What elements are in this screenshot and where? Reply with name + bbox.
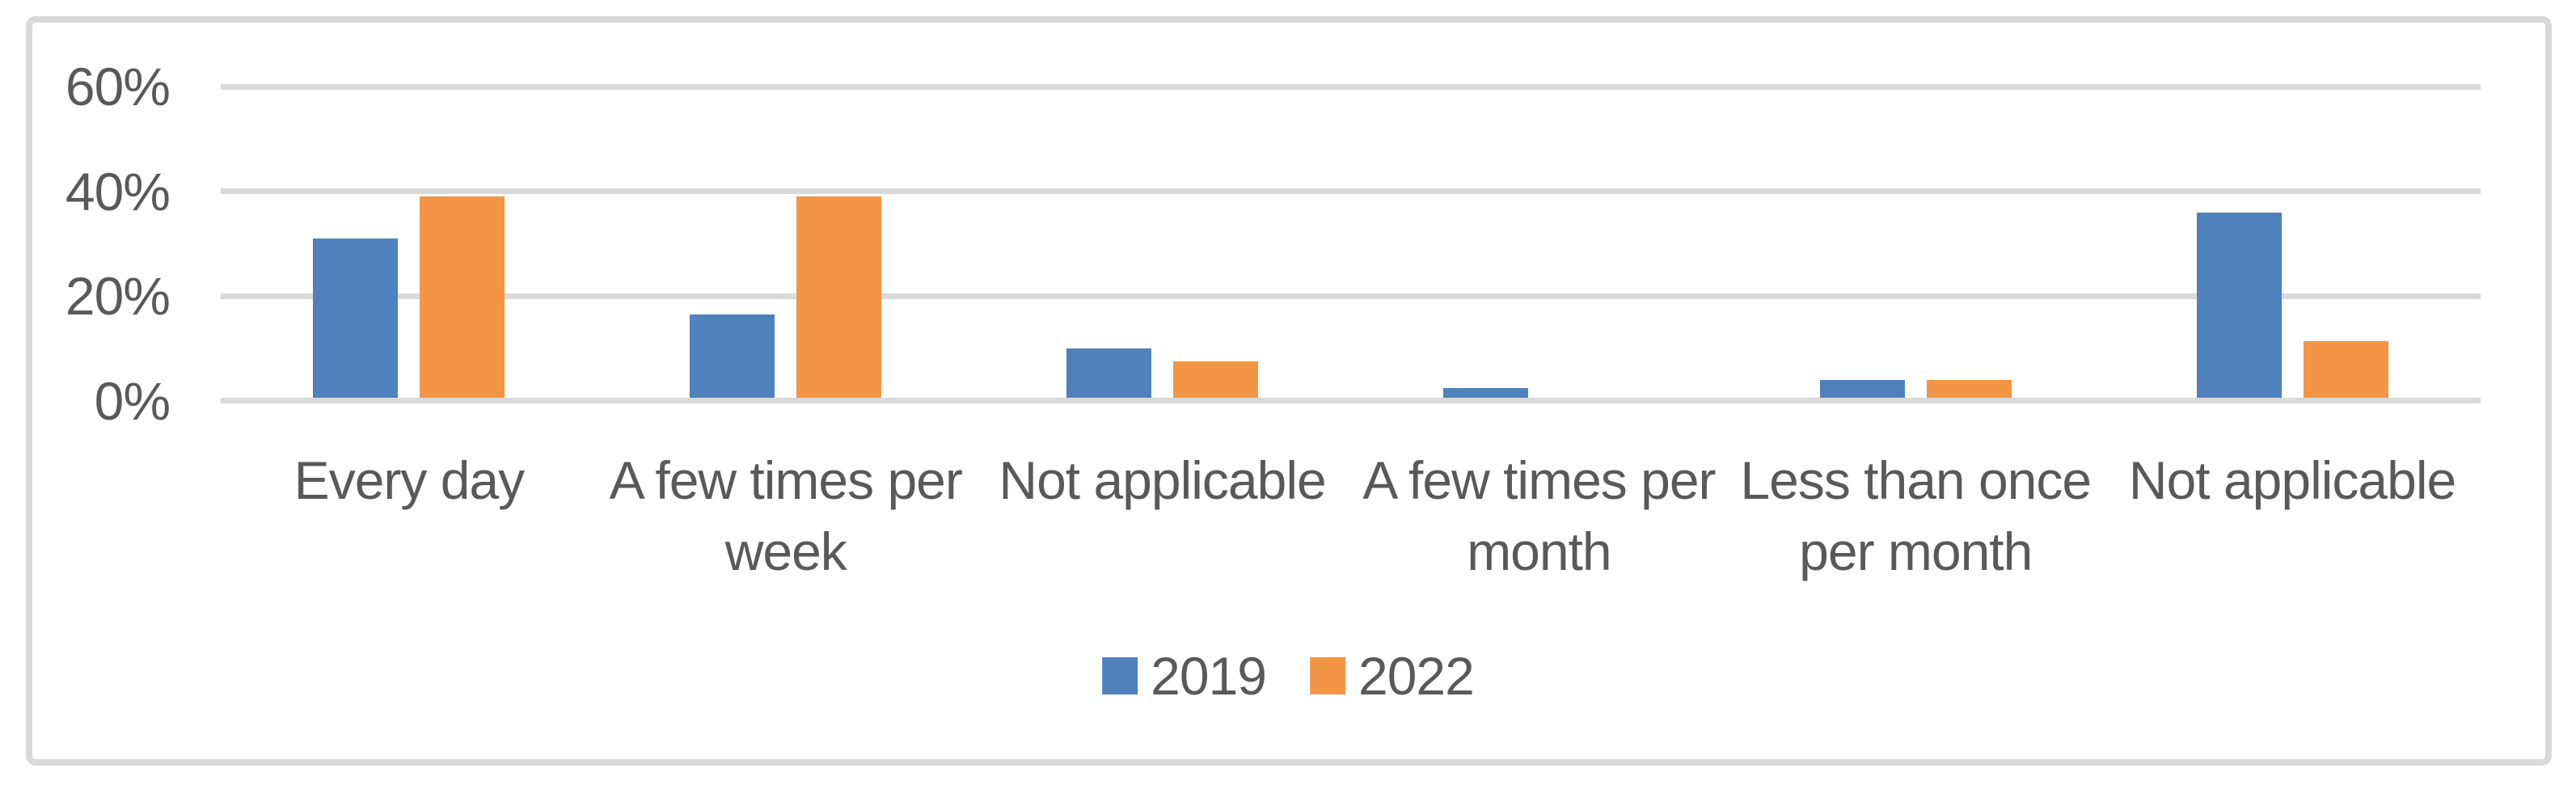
bar-2022-cat5 bbox=[1926, 380, 2012, 398]
legend-label-2019: 2019 bbox=[1151, 646, 1267, 706]
x-axis-label-cat3: Not applicable bbox=[999, 450, 1326, 510]
x-axis-label-cat6: Not applicable bbox=[2128, 450, 2456, 510]
x-axis-label-cat5: Less than once per month bbox=[1740, 450, 2092, 581]
gridline-40 bbox=[221, 188, 2481, 194]
legend-swatch-2019 bbox=[1102, 657, 1138, 694]
bar-2019-cat5 bbox=[1819, 380, 1905, 398]
bar-2022-cat6 bbox=[2303, 340, 2388, 398]
legend-swatch-2022 bbox=[1310, 657, 1345, 694]
gridline-0 bbox=[221, 398, 2481, 403]
bar-2019-cat2 bbox=[690, 314, 775, 398]
bar-2022-cat2 bbox=[796, 196, 882, 398]
x-axis-label-cat2: A few times per week bbox=[609, 450, 963, 581]
x-axis-label-cat1: Every day bbox=[293, 450, 525, 510]
bar-2019-cat6 bbox=[2196, 212, 2282, 398]
x-axis-label-cat4: A few times per month bbox=[1362, 450, 1716, 581]
y-tick-label: 60% bbox=[65, 57, 171, 116]
y-tick-label: 40% bbox=[65, 161, 171, 222]
legend-item-2019: 2019 bbox=[1102, 646, 1267, 706]
y-tick-label: 0% bbox=[94, 370, 171, 431]
bar-2022-cat3 bbox=[1173, 361, 1259, 398]
legend-label-2022: 2022 bbox=[1358, 646, 1475, 706]
bar-2019-cat4 bbox=[1442, 387, 1528, 398]
bar-2022-cat1 bbox=[420, 196, 505, 398]
legend: 2019 2022 bbox=[1102, 646, 1475, 706]
y-tick-label: 20% bbox=[65, 266, 171, 326]
gridline-60 bbox=[221, 83, 2481, 90]
legend-item-2022: 2022 bbox=[1310, 646, 1475, 706]
bar-2019-cat3 bbox=[1066, 348, 1152, 398]
gridline-20 bbox=[221, 293, 2481, 299]
bar-2019-cat1 bbox=[313, 238, 399, 398]
